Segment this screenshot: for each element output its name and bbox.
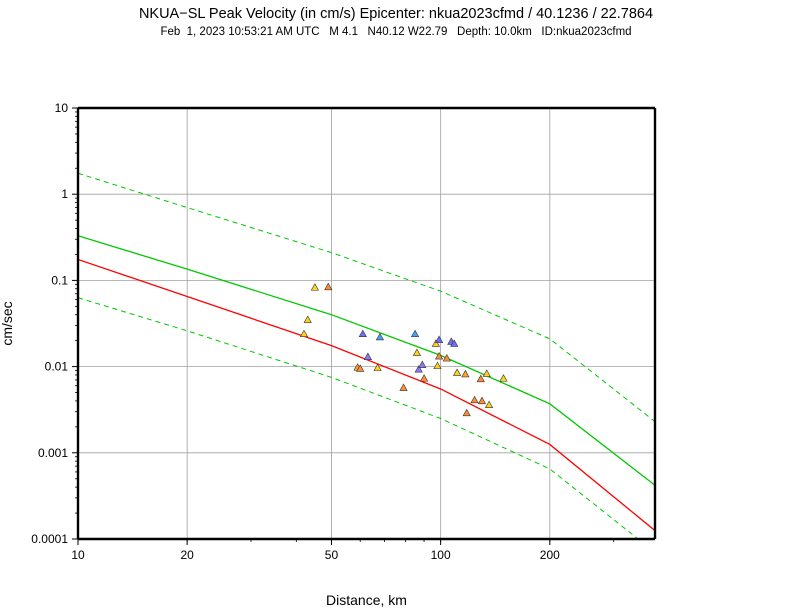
- y-tick-label: 10: [55, 101, 69, 115]
- attenuation-curves: [78, 172, 655, 539]
- station-point: [324, 282, 333, 291]
- station-point: [310, 283, 319, 291]
- chart-title: NKUA−SL Peak Velocity (in cm/s) Epicente…: [138, 6, 654, 22]
- x-tick-label: 100: [431, 548, 451, 562]
- station-point: [414, 365, 423, 373]
- curve-1: [78, 235, 655, 486]
- y-tick-label: 1: [61, 187, 68, 201]
- station-point: [452, 368, 462, 376]
- curve-2: [78, 258, 655, 532]
- y-tick-label: 0.001: [38, 446, 68, 460]
- curve-3: [78, 297, 639, 539]
- y-tick-label: 0.0001: [31, 532, 68, 546]
- station-point: [431, 339, 440, 347]
- station-point: [419, 374, 429, 382]
- station-point: [462, 408, 471, 417]
- station-point: [442, 354, 451, 362]
- station-point: [418, 360, 427, 368]
- station-point: [412, 348, 422, 356]
- plot-frame: [76, 106, 657, 541]
- x-axis-label: Distance, km: [326, 592, 407, 608]
- y-tick-label: 0.1: [51, 273, 68, 287]
- station-point: [461, 369, 470, 378]
- y-tick-label: 0.01: [45, 360, 69, 374]
- station-point: [484, 400, 494, 409]
- station-point: [482, 369, 491, 377]
- station-point: [399, 383, 408, 391]
- x-axis-ticks: 10 20 50 100 200: [71, 539, 615, 562]
- y-axis-ticks: 10 1 0.1 0.01 0.001 0.0001: [31, 101, 78, 546]
- curve-0: [78, 172, 655, 423]
- station-point: [299, 329, 309, 338]
- station-point: [433, 361, 442, 370]
- x-tick-label: 200: [540, 548, 560, 562]
- grid-lines: [78, 108, 655, 539]
- station-point: [358, 329, 367, 338]
- station-point: [363, 352, 372, 360]
- x-tick-label: 20: [180, 548, 194, 562]
- y-axis-label: cm/sec: [0, 301, 15, 345]
- station-point: [477, 396, 487, 405]
- x-tick-label: 10: [71, 548, 85, 562]
- station-point: [373, 363, 382, 371]
- station-point: [375, 332, 385, 341]
- station-points: [299, 282, 508, 417]
- station-point: [499, 374, 508, 382]
- station-point: [410, 329, 420, 338]
- station-point: [470, 395, 479, 404]
- station-point: [434, 335, 444, 343]
- station-point: [450, 339, 459, 347]
- station-point: [356, 364, 365, 372]
- chart-subtitle: Feb 1, 2023 10:53:21 AM UTC M 4.1 N40.12…: [160, 26, 632, 38]
- x-tick-label: 50: [325, 548, 339, 562]
- station-point: [476, 374, 485, 383]
- station-point: [434, 351, 444, 360]
- station-point: [303, 315, 312, 323]
